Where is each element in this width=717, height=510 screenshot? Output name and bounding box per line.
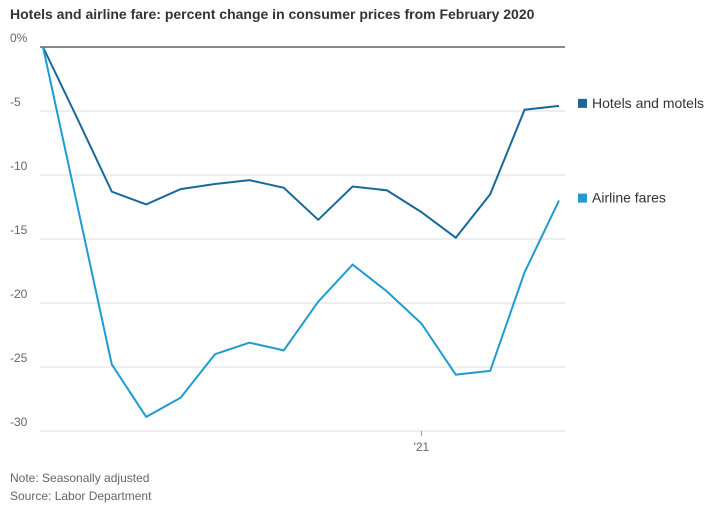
y-tick-label: -10: [10, 159, 28, 173]
y-tick-label: 0%: [10, 31, 28, 45]
source: Source: Labor Department: [10, 489, 152, 503]
y-tick-label: -20: [10, 287, 28, 301]
y-tick-label: -15: [10, 223, 28, 237]
x-tick-label: '21: [414, 440, 430, 454]
legend-label: Hotels and motels: [592, 95, 704, 111]
chart-title: Hotels and airline fare: percent change …: [10, 6, 535, 22]
note: Note: Seasonally adjusted: [10, 471, 149, 485]
y-tick-label: -30: [10, 415, 28, 429]
y-tick-label: -25: [10, 351, 28, 365]
legend-swatch: [578, 98, 587, 108]
legend-swatch: [578, 193, 587, 203]
series-line: [42, 46, 560, 419]
y-tick-label: -5: [10, 95, 21, 109]
series-line: [42, 46, 560, 240]
legend-label: Airline fares: [592, 190, 666, 206]
